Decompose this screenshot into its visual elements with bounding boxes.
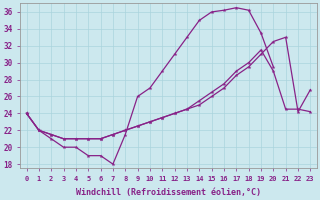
X-axis label: Windchill (Refroidissement éolien,°C): Windchill (Refroidissement éolien,°C)	[76, 188, 261, 197]
